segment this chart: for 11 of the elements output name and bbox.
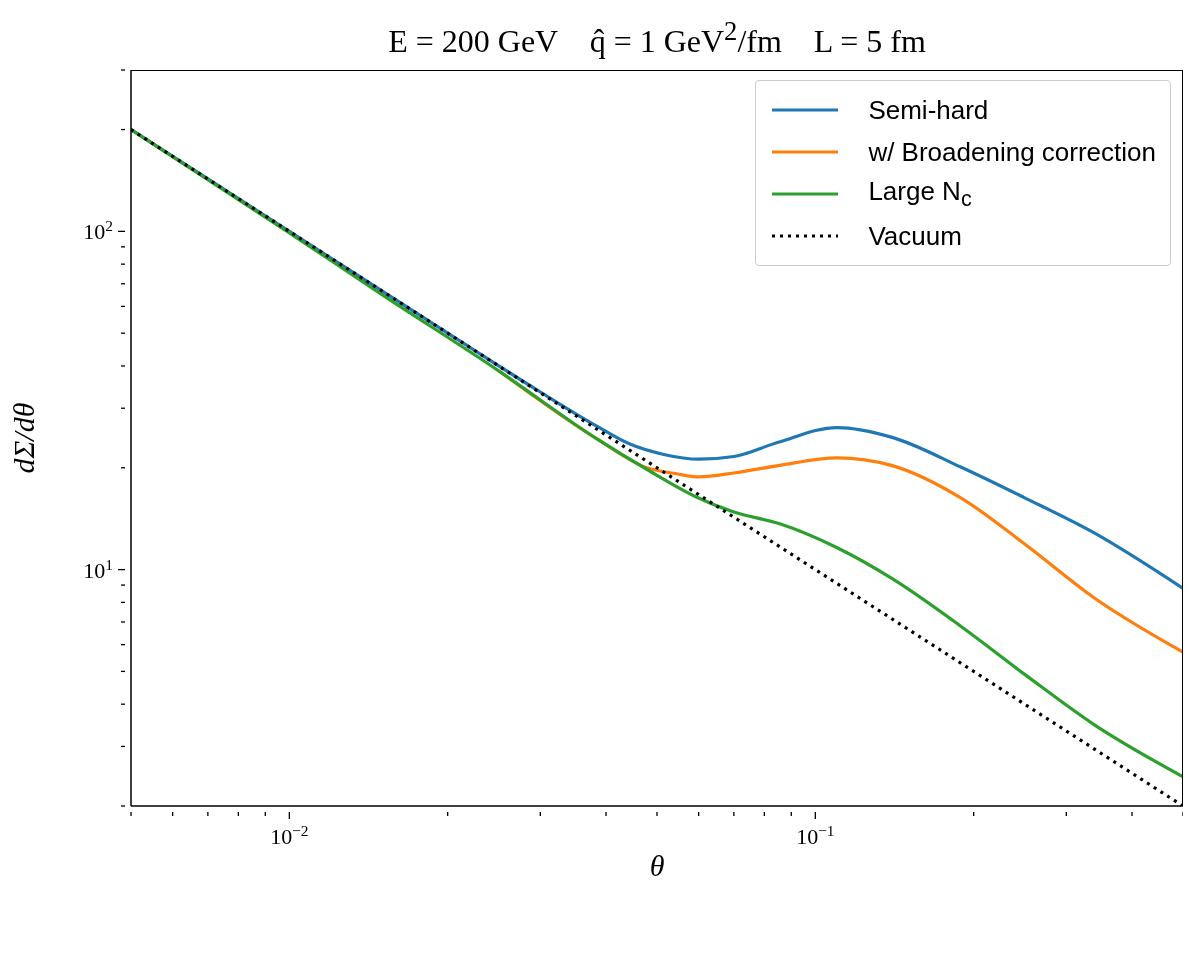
y-tick-label: 10$^{2}$ xyxy=(83,216,113,245)
y-tick-label: 10$^{1}$ xyxy=(83,555,113,583)
chart-title: E = 200 GeV q̂ = 1 GeV$^{2}$/fm L = 5 fm xyxy=(387,16,927,60)
x-tick-label: 10$^{−1}$ xyxy=(796,821,835,849)
x-tick-label: 10$^{−2}$ xyxy=(270,821,309,849)
y-axis-title: dΣ/dθ xyxy=(6,402,40,474)
x-axis-title: θ xyxy=(649,849,665,882)
legend-label: Semi-hard xyxy=(868,94,989,126)
legend-label: w/ Broadening correction xyxy=(868,136,1156,168)
legend-label: Large N$_{c}$ xyxy=(868,175,972,213)
legend-label: Vacuum xyxy=(868,220,962,252)
